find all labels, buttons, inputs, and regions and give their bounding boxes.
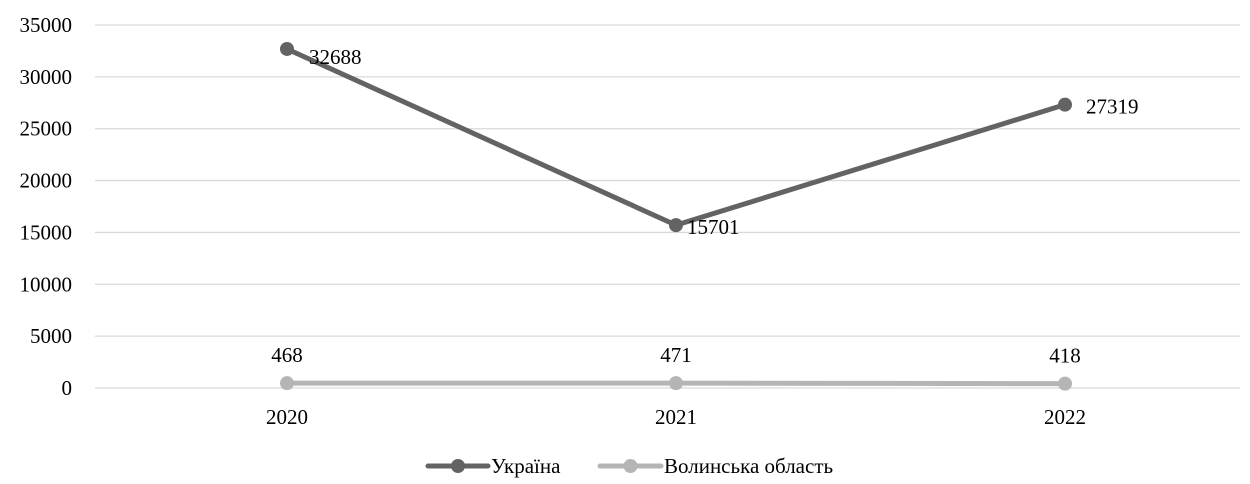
data-label: 471 <box>660 343 692 367</box>
y-tick-label: 20000 <box>20 169 73 193</box>
data-point-marker <box>669 376 683 391</box>
x-tick-label: 2022 <box>1044 405 1086 429</box>
x-tick-label: 2020 <box>266 405 308 429</box>
y-tick-label: 0 <box>62 376 73 400</box>
data-point-marker <box>1058 376 1072 391</box>
legend-swatch-marker <box>623 459 638 473</box>
x-axis-tick-labels: 2020 2021 2022 <box>266 405 1086 429</box>
legend-label: Волинська область <box>664 454 833 478</box>
y-tick-label: 25000 <box>20 117 73 141</box>
y-tick-label: 30000 <box>20 65 73 89</box>
y-tick-label: 15000 <box>20 220 73 244</box>
y-tick-label: 35000 <box>20 13 73 37</box>
data-label: 32688 <box>309 45 362 69</box>
x-tick-label: 2021 <box>655 405 697 429</box>
legend-label: Україна <box>491 454 561 478</box>
legend-item: Україна <box>425 454 561 478</box>
data-label: 27319 <box>1086 95 1139 119</box>
data-labels: 32688 15701 27319 468 471 418 <box>271 45 1138 368</box>
legend: Україна Волинська область <box>425 454 833 478</box>
data-point-marker <box>280 41 294 56</box>
series-lines <box>280 41 1072 391</box>
data-point-marker <box>1058 97 1072 112</box>
data-label: 418 <box>1049 344 1081 368</box>
data-point-marker <box>280 376 294 391</box>
legend-item: Волинська область <box>597 454 833 478</box>
y-tick-label: 5000 <box>30 324 72 348</box>
y-axis-tick-labels: 0 5000 10000 15000 20000 25000 30000 35000 <box>20 13 73 400</box>
legend-swatch-marker <box>451 459 465 473</box>
data-point-marker <box>669 218 683 233</box>
series-line-1 <box>284 46 1068 228</box>
y-tick-label: 10000 <box>20 272 73 296</box>
data-label: 15701 <box>687 215 740 239</box>
gridlines <box>95 24 1240 389</box>
data-label: 468 <box>271 343 303 367</box>
